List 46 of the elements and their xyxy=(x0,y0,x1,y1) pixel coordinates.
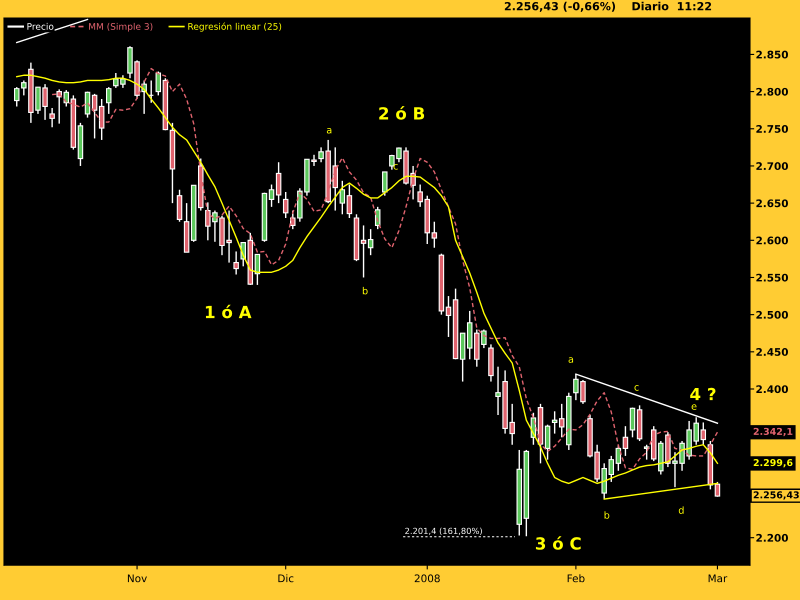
annotation: a xyxy=(326,128,332,134)
y-tick-label: 2.400 xyxy=(756,385,788,394)
annotation: 2.201,4 (161,80%) xyxy=(405,528,482,536)
annotation: 1 ó A xyxy=(206,304,252,318)
candlestick xyxy=(544,424,550,460)
annotation: 3 ó C xyxy=(536,536,581,550)
legend-label: Regresión linear (25) xyxy=(188,22,282,32)
legend-label: Precio xyxy=(27,22,54,30)
y-tick-label: 2.800 xyxy=(756,88,788,96)
candlestick xyxy=(382,171,388,196)
x-tick-label: Dic xyxy=(278,574,294,582)
candlestick xyxy=(49,107,55,128)
y-tick-label: 2.750 xyxy=(756,125,788,133)
annotation: 2 ó B xyxy=(379,106,424,120)
x-tick-label: Nov xyxy=(128,574,147,582)
annotation: b xyxy=(362,286,368,294)
text: 2.342,1 xyxy=(754,428,792,436)
candlestick xyxy=(42,83,48,121)
y-tick-label: 2.500 xyxy=(756,310,788,319)
x-tick-label: Feb xyxy=(568,574,585,582)
y-tick-label: 2.600 xyxy=(756,236,788,244)
annotation: 4 ? xyxy=(690,388,716,400)
text: 2.299,6 xyxy=(754,459,793,468)
y-tick-label: 2.850 xyxy=(756,50,788,59)
candlestick xyxy=(311,154,317,167)
y-tick-label: 2.650 xyxy=(756,199,788,208)
annotation: c xyxy=(634,385,639,391)
annotation: a xyxy=(568,357,574,363)
chart-title: 2.256,43 (-0,66%) Diario 11:22 xyxy=(504,2,712,12)
text: 2.256,43 xyxy=(754,491,799,500)
annotation: b xyxy=(604,511,610,519)
annotation: e xyxy=(692,404,697,410)
y-tick-label: 2.200 xyxy=(756,534,788,542)
y-tick-label: 2.700 xyxy=(756,162,788,170)
candlestick xyxy=(233,250,239,276)
candlestick xyxy=(282,191,288,219)
y-tick-label: 2.550 xyxy=(756,274,788,282)
x-tick-label: Mar xyxy=(708,574,728,582)
legend-label: MM (Simple 3) xyxy=(89,22,152,32)
annotation: c xyxy=(394,164,398,170)
y-tick-label: 2.450 xyxy=(756,348,788,356)
candlestick xyxy=(176,189,182,222)
x-tick-label: 2008 xyxy=(414,574,440,582)
candlestick xyxy=(226,210,232,264)
candlestick xyxy=(106,86,112,115)
annotation: d xyxy=(678,506,684,514)
